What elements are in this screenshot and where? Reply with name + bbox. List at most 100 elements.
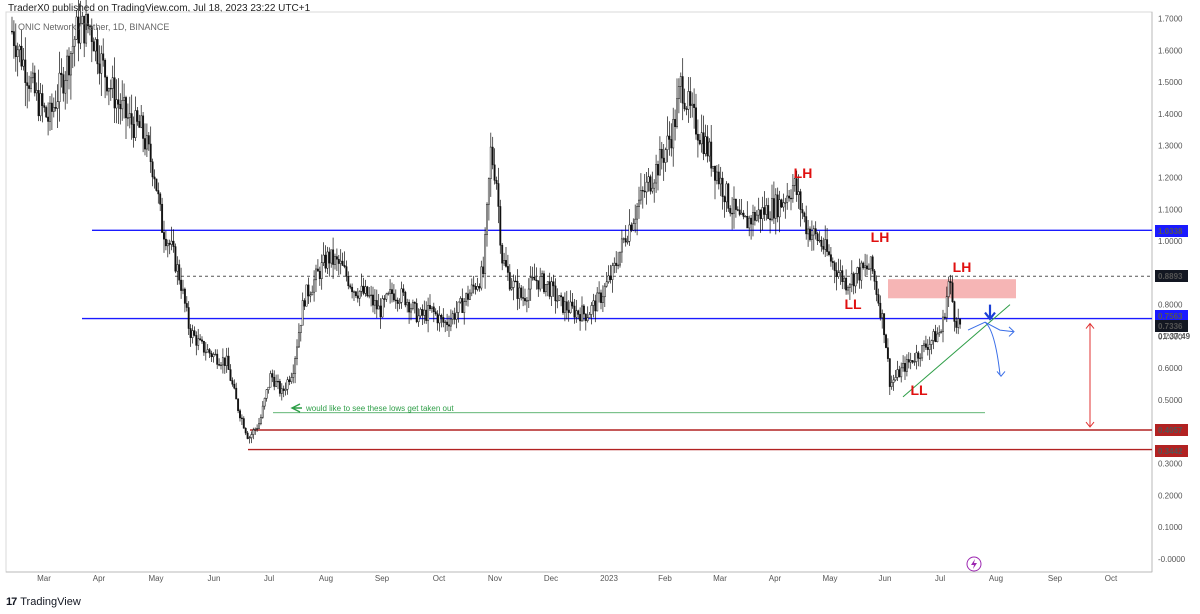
candle xyxy=(235,382,238,400)
candle xyxy=(52,97,55,118)
candle xyxy=(216,349,219,369)
candle xyxy=(258,417,260,430)
candle xyxy=(706,125,709,163)
candle xyxy=(828,244,830,257)
candle xyxy=(373,289,376,315)
time-tick-label: Jul xyxy=(264,574,274,583)
candle xyxy=(155,178,158,192)
candle xyxy=(852,271,855,295)
candle xyxy=(947,276,950,307)
candle xyxy=(943,312,946,321)
candle xyxy=(518,282,521,309)
candle xyxy=(619,251,621,268)
candle xyxy=(183,287,186,313)
candle xyxy=(451,310,454,325)
candle xyxy=(506,254,509,281)
candle xyxy=(358,290,361,307)
candle xyxy=(58,51,61,122)
candle xyxy=(866,254,868,275)
candle xyxy=(47,102,50,136)
candle xyxy=(341,252,344,266)
candle xyxy=(562,296,564,315)
candle xyxy=(928,336,931,360)
candle xyxy=(495,176,498,190)
candle xyxy=(676,78,678,129)
candle xyxy=(320,254,323,290)
price-tick-label: 0.6000 xyxy=(1158,364,1183,373)
tradingview-brand-text: TradingView xyxy=(20,596,81,608)
candle xyxy=(440,313,443,328)
candle xyxy=(795,170,798,202)
candle xyxy=(734,198,737,218)
candle xyxy=(385,292,388,302)
time-tick-label: Feb xyxy=(658,574,672,583)
candle xyxy=(204,342,207,361)
candle xyxy=(647,167,650,192)
time-tick-label: May xyxy=(822,574,837,583)
candle xyxy=(273,370,276,391)
candle xyxy=(845,269,848,295)
candle xyxy=(326,246,329,274)
candle xyxy=(816,231,819,246)
candle xyxy=(370,285,373,307)
candle xyxy=(191,324,194,344)
candle xyxy=(896,360,899,382)
candle xyxy=(717,164,720,190)
candle xyxy=(911,360,914,364)
candle xyxy=(793,176,796,192)
candle xyxy=(199,334,202,341)
candle xyxy=(653,179,656,203)
candle xyxy=(615,251,618,273)
time-tick-label: Apr xyxy=(769,574,782,583)
candle xyxy=(389,279,392,304)
candle xyxy=(607,265,610,284)
candle xyxy=(778,190,781,233)
lightning-icon xyxy=(966,556,982,572)
candle xyxy=(772,181,775,224)
candle xyxy=(31,62,34,84)
candle xyxy=(600,289,602,310)
candle xyxy=(149,126,152,173)
candle xyxy=(453,307,456,325)
candle xyxy=(611,262,614,293)
candle xyxy=(757,197,760,223)
tradingview-footer[interactable]: 17 TradingView xyxy=(6,596,81,608)
price-label-box xyxy=(1155,310,1188,322)
candle xyxy=(292,364,295,384)
candle xyxy=(282,385,285,398)
candle xyxy=(723,195,726,218)
candle xyxy=(533,263,536,281)
candle xyxy=(683,88,686,112)
candle xyxy=(674,109,677,141)
candle xyxy=(569,290,572,314)
candle xyxy=(125,95,127,139)
candle xyxy=(324,245,327,273)
time-tick-label: Jul xyxy=(935,574,945,583)
candle xyxy=(111,65,114,99)
time-tick-label: Sep xyxy=(1048,574,1063,583)
candle xyxy=(104,58,107,99)
candle xyxy=(919,353,922,367)
candle xyxy=(26,72,29,109)
candle xyxy=(214,349,217,356)
lightning-bolt-icon xyxy=(971,559,977,569)
candle xyxy=(544,284,547,297)
candle xyxy=(62,66,65,102)
candle xyxy=(356,288,359,303)
candle xyxy=(936,327,939,343)
candle xyxy=(867,263,870,270)
candle xyxy=(649,174,652,195)
candle xyxy=(843,275,846,290)
candle xyxy=(818,231,821,243)
candle xyxy=(588,311,591,318)
candle xyxy=(339,249,342,275)
candle xyxy=(957,308,960,335)
candle xyxy=(159,192,162,212)
candle xyxy=(254,427,257,435)
candle xyxy=(590,302,593,325)
candle xyxy=(677,78,680,114)
candle xyxy=(244,427,247,436)
candle xyxy=(449,309,452,332)
candle xyxy=(904,356,906,381)
